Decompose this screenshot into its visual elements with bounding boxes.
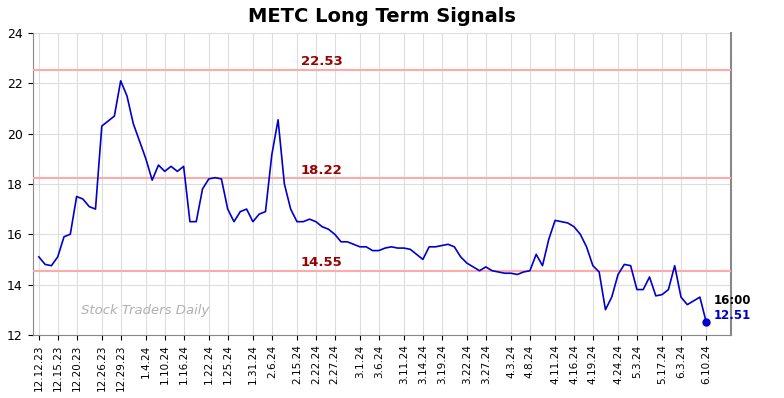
Text: 12.51: 12.51 (713, 310, 751, 322)
Text: 14.55: 14.55 (301, 256, 343, 269)
Title: METC Long Term Signals: METC Long Term Signals (248, 7, 516, 26)
Text: 18.22: 18.22 (301, 164, 343, 177)
Text: 22.53: 22.53 (301, 55, 343, 68)
Text: 16:00: 16:00 (713, 295, 751, 307)
Text: Stock Traders Daily: Stock Traders Daily (82, 304, 209, 317)
